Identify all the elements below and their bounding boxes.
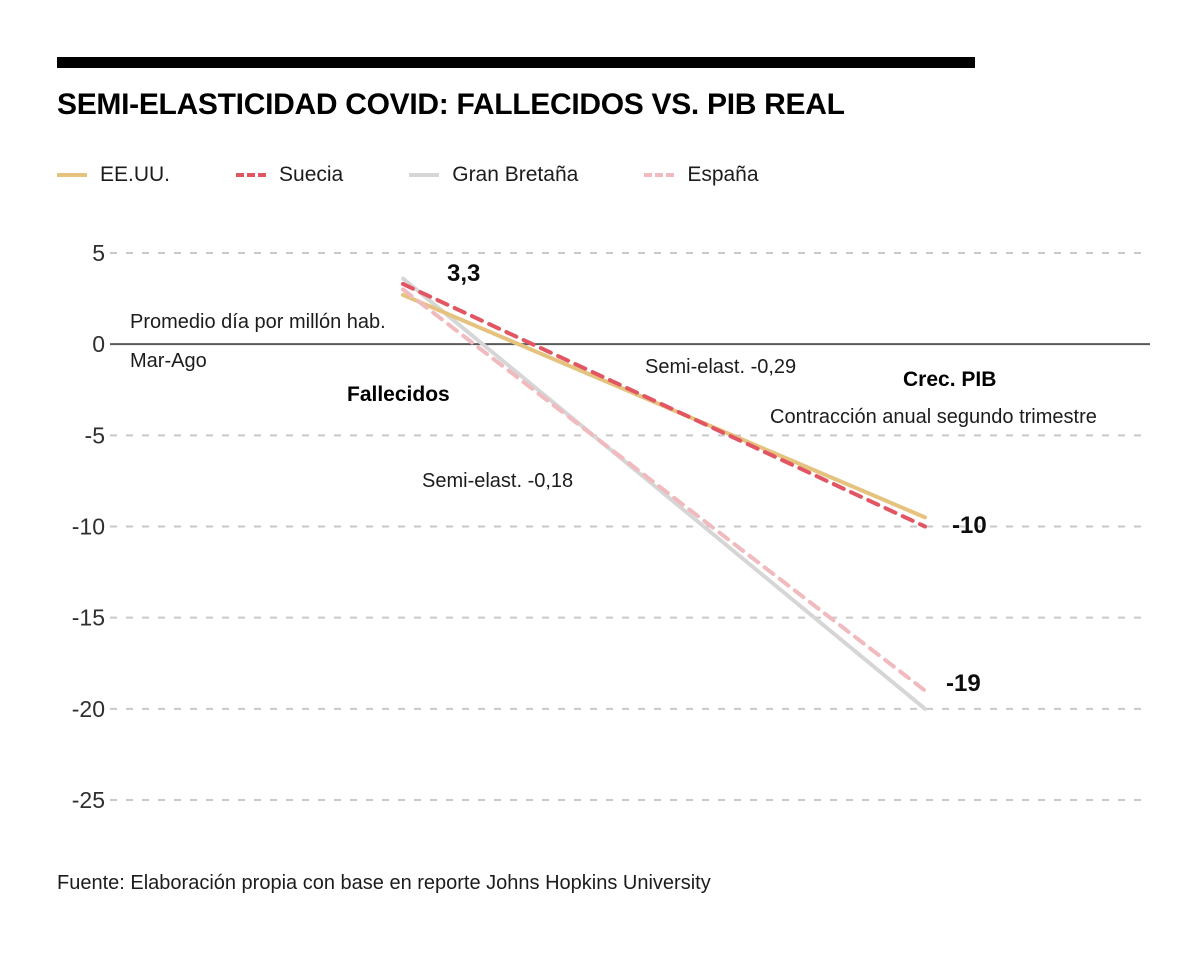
y-tick-label: -15	[72, 605, 105, 631]
x-left-axis-title: Fallecidos	[347, 383, 450, 406]
legend-label-eeuu: EE.UU.	[100, 163, 171, 186]
zero-axis-note-line1: Promedio día por millón hab.	[130, 311, 386, 333]
legend-label-gran-bretana: Gran Bretaña	[452, 163, 579, 186]
end-value-upper-label: -10	[952, 512, 987, 539]
y-tick-label: -25	[72, 787, 105, 813]
legend-item-eeuu: EE.UU.	[57, 163, 170, 187]
semi-elast-lower-label: Semi-elast. -0,18	[422, 470, 574, 492]
source-note: Fuente: Elaboración propia con base en r…	[57, 872, 711, 894]
legend-item-suecia: Suecia	[236, 163, 343, 187]
legend-label-suecia: Suecia	[279, 163, 344, 186]
zero-axis-note-line2: Mar-Ago	[130, 350, 207, 372]
end-value-lower-label: -19	[946, 670, 981, 697]
y-tick-label: -10	[72, 514, 105, 540]
y-tick-label: -5	[85, 422, 105, 448]
series-line-Gran Bretaña	[401, 276, 927, 711]
legend: EE.UU. Suecia Gran Bretaña España	[57, 163, 759, 187]
legend-label-espana: España	[687, 163, 759, 186]
legend-item-gran-bretana: Gran Bretaña	[409, 163, 578, 187]
title-rule	[57, 57, 975, 68]
series-line-Suecia	[401, 281, 927, 529]
legend-item-espana: España	[644, 163, 759, 187]
x-right-axis-subtitle: Contracción anual segundo trimestre	[770, 406, 1097, 428]
start-value-label: 3,3	[447, 260, 481, 287]
y-tick-label: 0	[92, 331, 105, 357]
series-line-España	[401, 287, 927, 693]
y-tick-label: 5	[92, 240, 105, 266]
legend-swatch-eeuu	[57, 173, 87, 177]
legend-swatch-espana	[644, 173, 675, 177]
legend-swatch-suecia	[236, 173, 267, 177]
y-tick-label: -20	[72, 696, 105, 722]
semi-elast-upper-label: Semi-elast. -0,29	[645, 356, 797, 378]
x-right-axis-title: Crec. PIB	[903, 368, 997, 391]
chart-title: SEMI-ELASTICIDAD COVID: FALLECIDOS VS. P…	[57, 88, 845, 121]
legend-swatch-gran-bretana	[409, 173, 440, 177]
